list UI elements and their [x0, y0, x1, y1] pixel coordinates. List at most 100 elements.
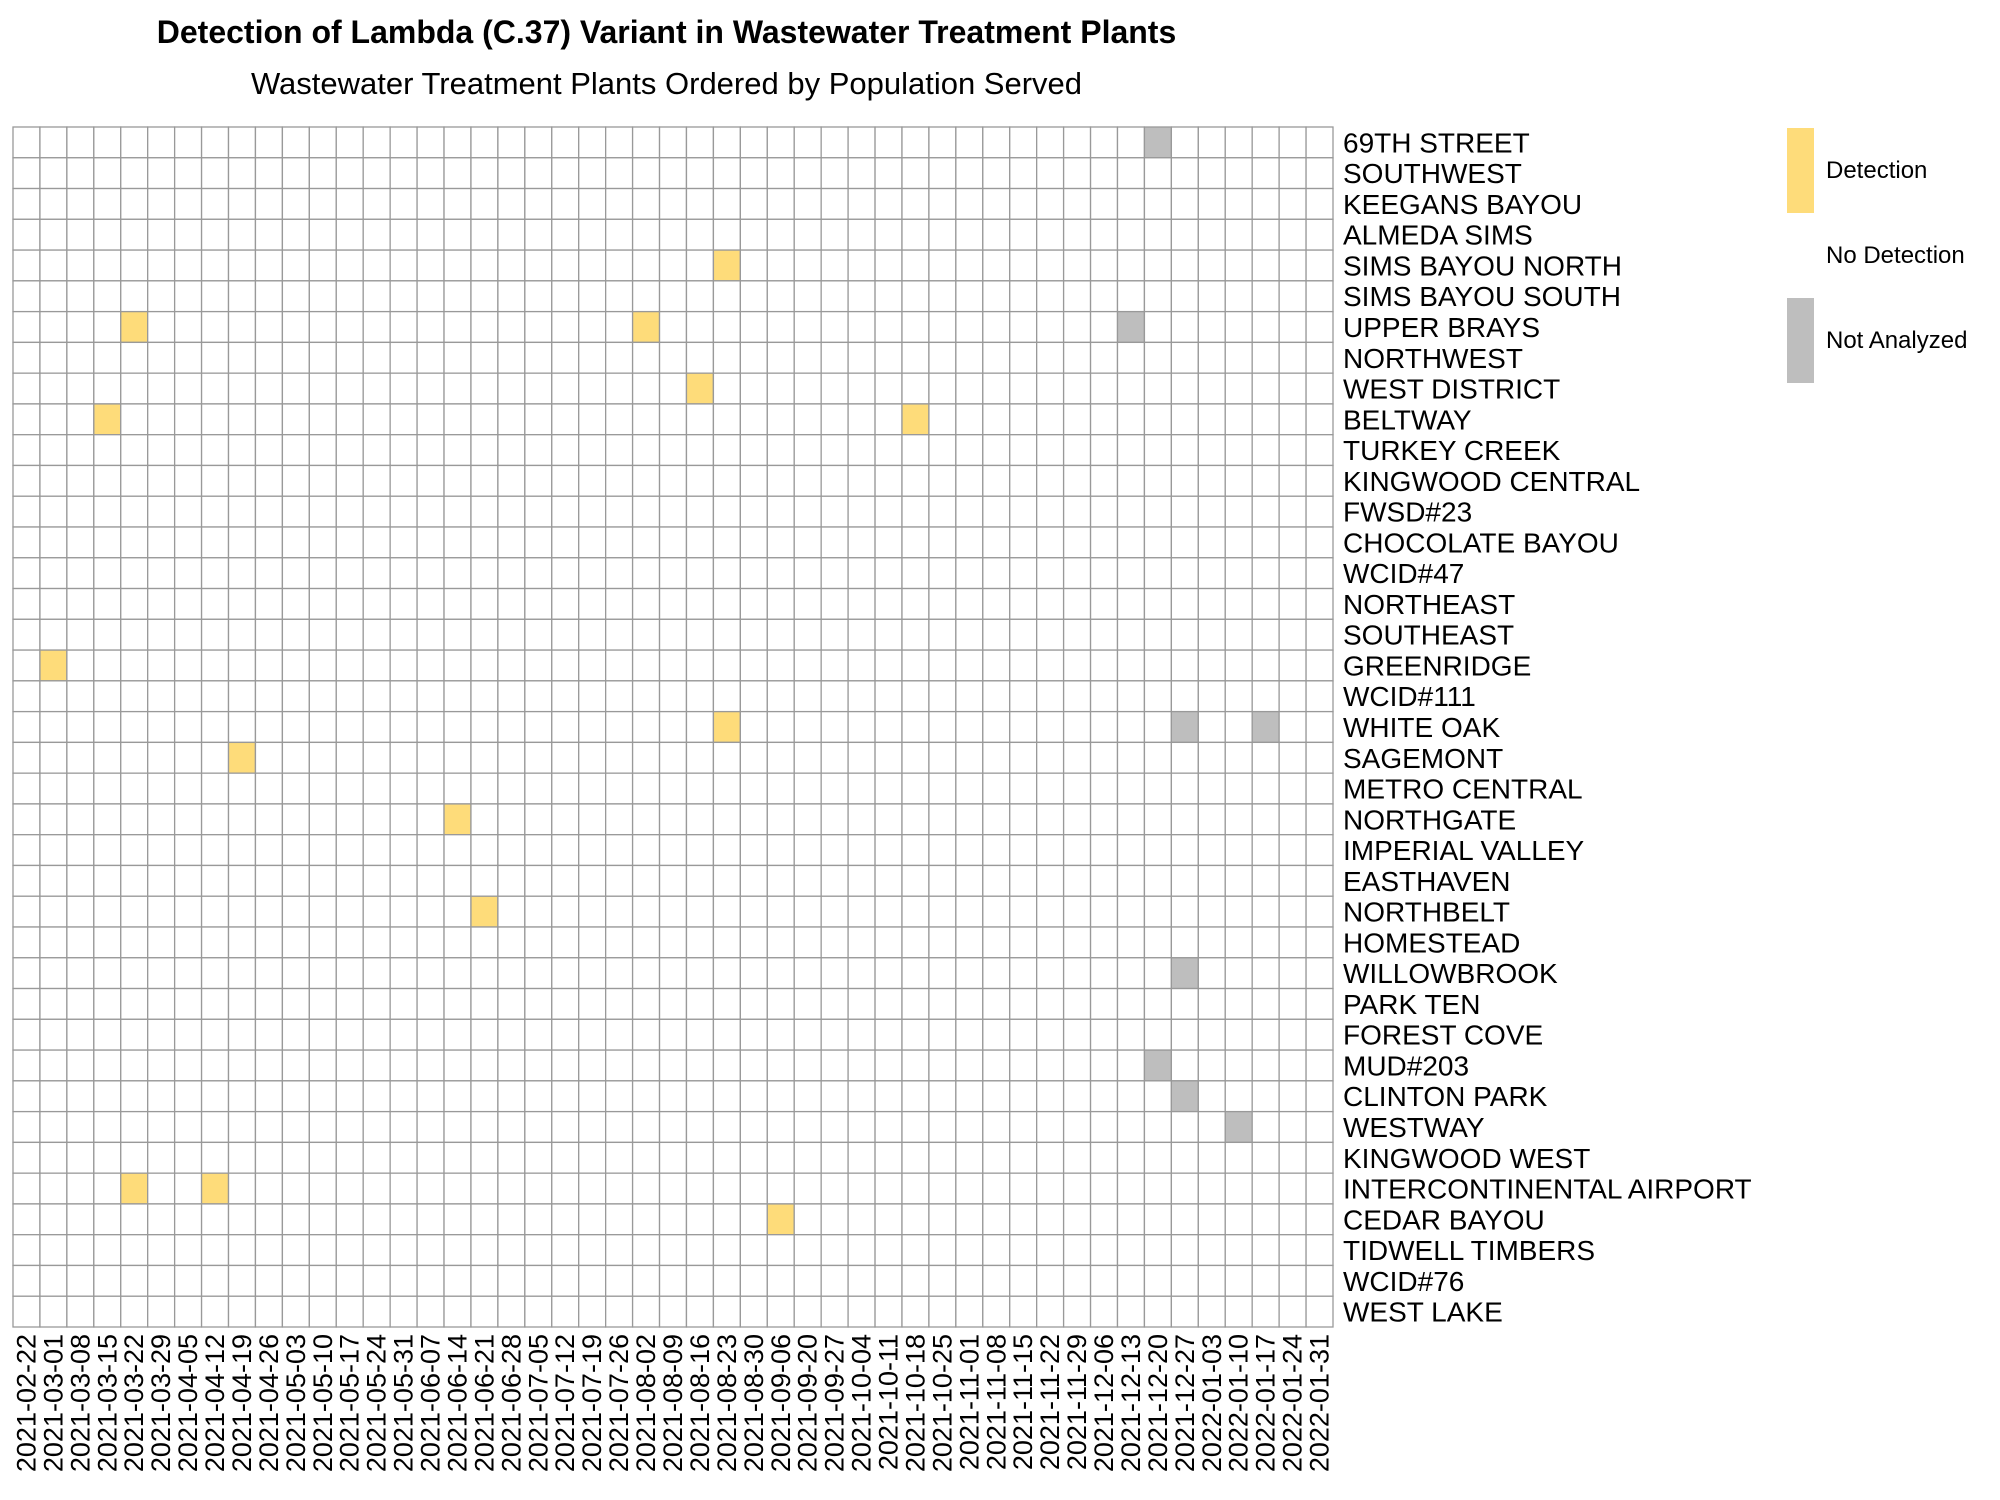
heatmap-cell-metro-central-2021-05-03 [281, 772, 310, 805]
heatmap-cell-west-district-2021-08-16 [685, 372, 715, 405]
heatmap-cell-homestead-2021-05-03 [281, 926, 310, 959]
heatmap-cell-west-lake-2021-04-05 [173, 1295, 203, 1328]
heatmap-cell-imperial-valley-2021-05-03 [281, 834, 310, 867]
heatmap-cell-upper-brays-2022-01-17 [1251, 310, 1280, 344]
heatmap-cell-northgate-2021-06-14 [443, 803, 472, 836]
heatmap-cell-imperial-valley-2021-06-28 [497, 834, 526, 867]
heatmap-cell-west-lake-2021-08-30 [739, 1295, 768, 1328]
heatmap-cell-kingwood-central-2021-06-07 [416, 464, 445, 497]
heatmap-cell-chocolate-bayou-2021-09-27 [820, 526, 849, 559]
heatmap-cell-wcid-47-2021-05-17 [335, 557, 364, 590]
heatmap-cell-southeast-2021-05-24 [362, 618, 391, 651]
heatmap-cell-northbelt-2021-06-28 [497, 895, 526, 928]
heatmap-cell-cedar-bayou-2021-11-08 [982, 1203, 1011, 1236]
heatmap-cell-white-oak-2021-11-08 [982, 710, 1011, 744]
heatmap-cell-northwest-2021-08-09 [658, 341, 688, 374]
heatmap-cell-wcid-47-2021-07-26 [605, 557, 634, 590]
heatmap-cell-clinton-park-2021-10-18 [901, 1080, 930, 1113]
heatmap-cell-fwsd-23-2022-01-10 [1224, 495, 1253, 528]
heatmap-cell-beltway-2021-06-21 [470, 403, 499, 436]
x-tick-label-2021-11-01: 2021-11-01 [954, 1334, 984, 1470]
heatmap-cell-west-lake-2021-07-19 [578, 1295, 607, 1328]
heatmap-cell-easthaven-2021-12-13 [1116, 864, 1146, 897]
heatmap-cell-intercontinental-airport-2021-07-19 [578, 1172, 607, 1205]
heatmap-cell-southwest-2021-08-23 [712, 157, 741, 190]
heatmap-cell-keegans-bayou-2021-03-29 [147, 187, 176, 220]
heatmap-cell-almeda-sims-2021-03-08 [66, 218, 95, 251]
heatmap-cell-beltway-2021-06-07 [416, 403, 445, 436]
heatmap-cell-wcid-47-2021-03-08 [66, 557, 95, 590]
heatmap-cell-sagemont-2021-07-12 [551, 741, 580, 774]
y-tick-label-tidwell-timbers: TIDWELL TIMBERS [1343, 1235, 1595, 1266]
heatmap-cell-keegans-bayou-2021-10-04 [847, 187, 876, 220]
heatmap-cell-west-lake-2021-05-10 [308, 1295, 337, 1328]
heatmap-cell-kingwood-west-2021-05-03 [281, 1141, 310, 1174]
heatmap-cell-wcid-111-2021-06-21 [470, 680, 499, 713]
heatmap-cell-southeast-2021-03-08 [66, 618, 95, 651]
heatmap-cell-imperial-valley-2021-03-08 [66, 834, 95, 867]
heatmap-cell-cedar-bayou-2022-01-24 [1278, 1203, 1307, 1236]
heatmap-cell-white-oak-2021-03-08 [66, 710, 95, 744]
heatmap-cell-westway-2021-06-07 [416, 1110, 445, 1144]
heatmap-cell-homestead-2021-06-28 [497, 926, 526, 959]
heatmap-cell-northgate-2021-08-09 [658, 803, 688, 836]
heatmap-cell-upper-brays-2021-10-18 [901, 310, 930, 344]
heatmap-cell-intercontinental-airport-2021-12-13 [1116, 1172, 1146, 1205]
heatmap-cell-park-ten-2021-06-07 [416, 987, 445, 1020]
heatmap-cell-metro-central-2021-09-20 [793, 772, 822, 805]
heatmap-cell-clinton-park-2021-09-20 [793, 1080, 822, 1113]
x-tick-label-2021-08-30: 2021-08-30 [739, 1334, 769, 1472]
heatmap-cell-fwsd-23-2021-12-13 [1116, 495, 1146, 528]
heatmap-cell-easthaven-2021-08-16 [685, 864, 715, 897]
heatmap-cell-upper-brays-2021-11-08 [982, 310, 1011, 344]
heatmap-cell-white-oak-2021-07-19 [578, 710, 607, 744]
heatmap-cell-west-district-2021-06-28 [497, 372, 526, 405]
heatmap-cell-wcid-47-2021-12-13 [1116, 557, 1146, 590]
heatmap-cell-intercontinental-airport-2022-01-17 [1251, 1172, 1280, 1205]
heatmap-cell-northeast-2021-03-22 [120, 587, 149, 620]
heatmap-cell-sagemont-2021-06-28 [497, 741, 526, 774]
heatmap-cell-wcid-76-2021-08-16 [685, 1264, 715, 1297]
heatmap-cell-almeda-sims-2022-01-31 [1305, 218, 1334, 251]
heatmap-cell-west-district-2021-09-06 [766, 372, 795, 405]
heatmap-cell-southwest-2022-01-03 [1197, 157, 1226, 190]
heatmap-cell-park-ten-2021-07-12 [551, 987, 580, 1020]
heatmap-cell-69th-street-2021-04-05 [173, 126, 203, 159]
heatmap-cell-southwest-2021-09-27 [820, 157, 849, 190]
heatmap-cell-easthaven-2021-04-12 [200, 864, 230, 897]
heatmap-cell-white-oak-2021-11-15 [1009, 710, 1038, 744]
heatmap-cell-northgate-2021-08-02 [631, 803, 661, 836]
heatmap-cell-southwest-2021-05-24 [362, 157, 391, 190]
heatmap-cell-metro-central-2021-07-19 [578, 772, 607, 805]
heatmap-cell-beltway-2021-11-08 [982, 403, 1011, 436]
heatmap-cell-keegans-bayou-2021-08-02 [631, 187, 661, 220]
heatmap-cell-northbelt-2021-06-21 [470, 895, 499, 928]
heatmap-cell-greenridge-2022-01-17 [1251, 649, 1280, 682]
heatmap-cell-tidwell-timbers-2021-08-02 [631, 1234, 661, 1267]
heatmap-cell-northwest-2021-12-13 [1116, 341, 1146, 374]
heatmap-cell-clinton-park-2022-01-24 [1278, 1080, 1307, 1113]
heatmap-cell-forest-cove-2021-12-27 [1170, 1018, 1199, 1051]
chart-title: Detection of Lambda (C.37) Variant in Wa… [156, 14, 1177, 50]
heatmap-cell-keegans-bayou-2021-07-05 [524, 187, 553, 220]
heatmap-cell-intercontinental-airport-2021-05-03 [281, 1172, 310, 1205]
heatmap-cell-southwest-2021-12-20 [1143, 157, 1173, 190]
heatmap-cell-northeast-2021-10-04 [847, 587, 876, 620]
heatmap-cell-sims-bayou-south-2021-03-15 [93, 280, 122, 313]
heatmap-cell-metro-central-2021-12-06 [1089, 772, 1119, 805]
heatmap-cell-69th-street-2021-10-04 [847, 126, 876, 159]
heatmap-cell-kingwood-west-2021-10-25 [928, 1141, 957, 1174]
heatmap-cell-clinton-park-2021-03-01 [39, 1080, 68, 1113]
heatmap-cell-intercontinental-airport-2022-01-10 [1224, 1172, 1253, 1205]
heatmap-cell-homestead-2021-11-08 [982, 926, 1011, 959]
heatmap-cell-intercontinental-airport-2021-08-02 [631, 1172, 661, 1205]
heatmap-cell-wcid-47-2021-05-31 [389, 557, 418, 590]
heatmap-cell-westway-2021-05-31 [389, 1110, 418, 1144]
heatmap-cell-turkey-creek-2021-04-19 [227, 434, 257, 467]
heatmap-cell-willowbrook-2021-08-09 [658, 957, 688, 990]
heatmap-cell-wcid-76-2021-11-01 [955, 1264, 984, 1297]
heatmap-cell-easthaven-2021-06-14 [443, 864, 472, 897]
heatmap-cell-sims-bayou-north-2021-06-28 [497, 249, 526, 282]
heatmap-cell-imperial-valley-2021-04-05 [173, 834, 203, 867]
heatmap-cell-willowbrook-2022-01-03 [1197, 957, 1226, 990]
